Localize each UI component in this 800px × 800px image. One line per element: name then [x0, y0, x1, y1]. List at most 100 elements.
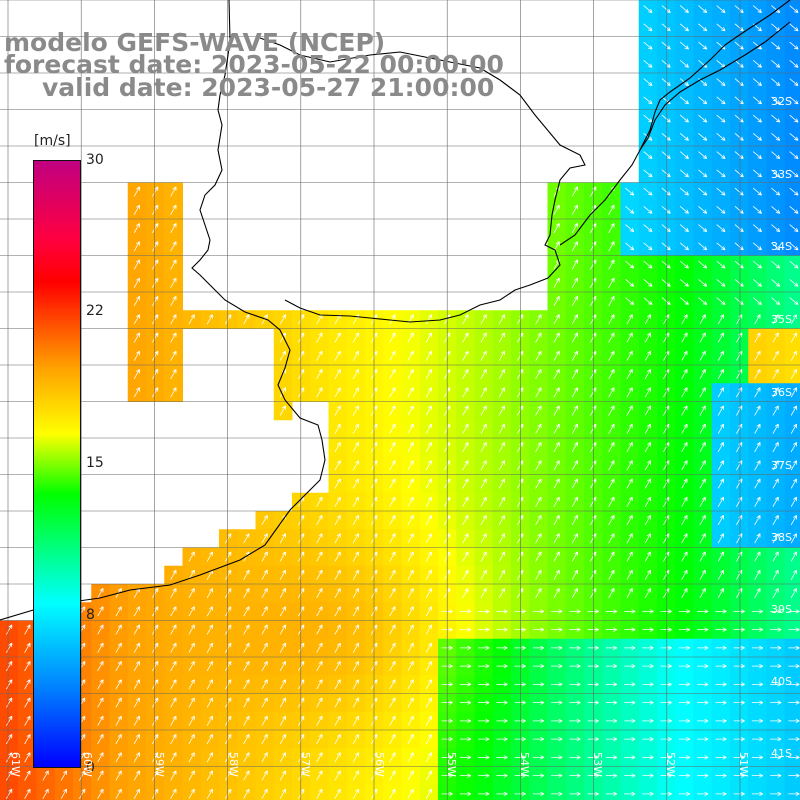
- wind-arrow: [716, 224, 726, 233]
- wind-arrow: [751, 682, 764, 687]
- wind-arrow: [425, 478, 433, 489]
- wind-arrow: [188, 697, 195, 708]
- wind-arrow: [170, 624, 177, 635]
- wind-arrow: [605, 700, 618, 705]
- wind-arrow: [425, 734, 433, 745]
- wind-arrow: [535, 478, 542, 489]
- wind-arrow: [590, 332, 597, 343]
- wind-arrow: [678, 627, 691, 632]
- wind-arrow: [462, 515, 469, 526]
- wind-arrow: [772, 515, 779, 526]
- wind-arrow: [407, 788, 414, 799]
- wind-arrow: [551, 627, 563, 632]
- wind-arrow: [459, 736, 472, 742]
- wind-arrow: [789, 41, 799, 50]
- field-cell: [784, 164, 800, 183]
- wind-arrow: [170, 296, 177, 307]
- wind-arrow: [771, 151, 781, 160]
- wind-arrow: [334, 606, 341, 617]
- field-cell: [784, 109, 800, 129]
- wind-arrow: [459, 682, 472, 687]
- wind-arrow: [772, 551, 779, 562]
- wind-arrow: [133, 734, 141, 745]
- wind-arrow: [316, 770, 323, 781]
- wind-arrow: [115, 642, 122, 653]
- wind-arrow: [496, 736, 508, 742]
- wind-arrow: [170, 588, 177, 599]
- wind-arrow: [679, 206, 689, 214]
- wind-arrow: [571, 204, 579, 215]
- wind-arrow: [532, 773, 545, 778]
- wind-arrow: [590, 551, 597, 562]
- wind-arrow: [425, 661, 433, 672]
- wind-arrow: [407, 442, 414, 453]
- wind-arrow: [478, 645, 490, 651]
- wind-arrow: [663, 478, 670, 489]
- wind-arrow: [243, 606, 250, 617]
- wind-arrow: [498, 551, 506, 562]
- wind-arrow: [590, 478, 597, 489]
- field-cell: [784, 547, 800, 567]
- wind-arrow: [188, 679, 195, 690]
- wind-arrow: [624, 627, 636, 632]
- wind-arrow: [24, 734, 31, 745]
- wind-arrow: [459, 700, 472, 705]
- wind-arrow: [789, 78, 799, 87]
- wind-arrow: [644, 332, 652, 343]
- wind-arrow: [663, 350, 670, 361]
- wind-arrow: [754, 405, 761, 416]
- wind-arrow: [681, 350, 688, 361]
- wind-arrow: [133, 715, 141, 726]
- wind-arrow: [733, 736, 745, 742]
- wind-arrow: [679, 114, 689, 123]
- wind-arrow: [352, 624, 360, 635]
- wind-arrow: [188, 770, 195, 781]
- wind-arrow: [699, 460, 706, 471]
- wind-arrow: [679, 260, 689, 269]
- wind-arrow: [644, 496, 652, 507]
- wind-arrow: [717, 496, 725, 507]
- wind-arrow: [261, 752, 268, 763]
- wind-arrow: [498, 405, 506, 416]
- wind-arrow: [678, 773, 691, 778]
- wind-arrow: [480, 551, 487, 562]
- wind-arrow: [389, 679, 396, 690]
- wind-arrow: [261, 661, 268, 672]
- wind-arrow: [697, 682, 709, 687]
- wind-arrow: [788, 736, 800, 742]
- lat-label: 39S: [771, 603, 792, 616]
- wind-arrow: [643, 224, 653, 233]
- wind-arrow: [389, 533, 396, 544]
- wind-arrow: [462, 332, 469, 343]
- wind-arrow: [754, 569, 761, 580]
- wind-arrow: [498, 387, 506, 398]
- wind-arrow: [316, 788, 323, 799]
- wind-arrow: [535, 350, 542, 361]
- wind-arrow: [699, 387, 706, 398]
- wind-arrow: [133, 624, 141, 635]
- field-cell: [638, 784, 658, 800]
- wind-arrow: [789, 242, 799, 251]
- wind-arrow: [97, 770, 104, 781]
- wind-arrow: [535, 569, 542, 580]
- field-cell: [784, 419, 800, 439]
- wind-arrow: [643, 5, 653, 14]
- wind-arrow: [771, 96, 781, 105]
- wind-arrow: [279, 606, 287, 617]
- wind-arrow: [660, 609, 672, 614]
- wind-arrow: [569, 755, 581, 760]
- wind-arrow: [698, 260, 708, 269]
- wind-arrow: [733, 755, 745, 760]
- wind-arrow: [553, 496, 560, 507]
- wind-arrow: [716, 78, 726, 87]
- wind-arrow: [498, 515, 506, 526]
- wind-arrow: [681, 387, 688, 398]
- wind-arrow: [771, 41, 781, 50]
- wind-arrow: [571, 314, 579, 325]
- wind-arrow: [535, 332, 542, 343]
- wind-arrow: [752, 169, 762, 178]
- wind-arrow: [626, 551, 633, 562]
- wind-arrow: [553, 515, 560, 526]
- wind-arrow: [587, 736, 599, 742]
- wind-arrow: [133, 661, 141, 672]
